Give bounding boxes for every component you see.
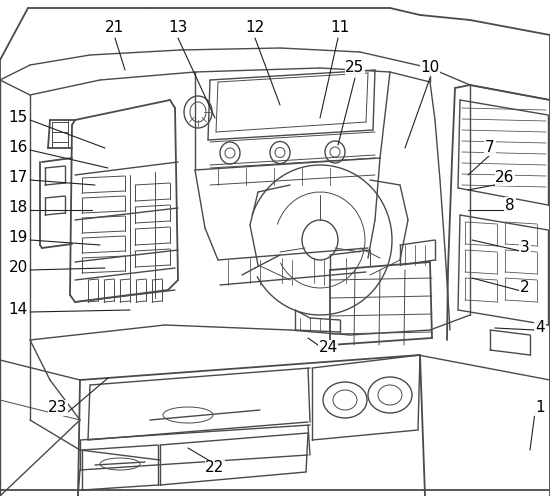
Text: 15: 15 [8,111,28,125]
Text: 3: 3 [520,241,530,255]
Text: 20: 20 [8,260,28,275]
Text: 2: 2 [520,281,530,296]
Text: 10: 10 [420,61,439,75]
Text: 14: 14 [8,303,28,317]
Text: 25: 25 [345,61,365,75]
Text: 13: 13 [168,20,188,36]
Text: 21: 21 [106,20,125,36]
Text: 12: 12 [245,20,265,36]
Text: 8: 8 [505,197,515,212]
Text: 22: 22 [205,460,224,476]
Text: 24: 24 [318,340,338,356]
Text: 18: 18 [8,200,28,215]
Text: 17: 17 [8,171,28,186]
Text: 7: 7 [485,140,495,156]
Text: 1: 1 [535,400,545,416]
Text: 23: 23 [48,400,68,416]
Text: 4: 4 [535,320,545,335]
Text: 19: 19 [8,231,28,246]
Text: 16: 16 [8,140,28,156]
Text: 11: 11 [331,20,350,36]
Text: 26: 26 [496,171,515,186]
